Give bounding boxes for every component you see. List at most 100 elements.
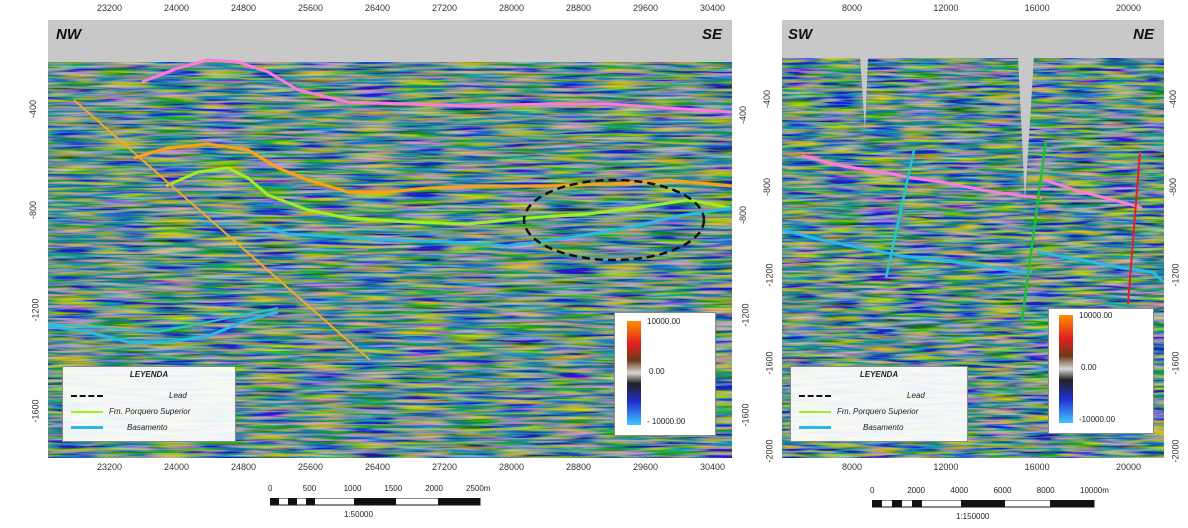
left-x-tick-bottom-3: 25600 <box>298 462 324 472</box>
right-legend-lead-label: Lead <box>907 391 925 400</box>
left-scale-label-2: 1000 <box>343 484 362 493</box>
right-scale-graphic <box>872 500 1095 508</box>
left-scale-label-3: 1500 <box>384 484 403 493</box>
left-interpretation-overlay <box>48 58 732 361</box>
lead-ellipse <box>522 178 706 262</box>
left-x-tick-bottom-4: 26400 <box>365 462 391 472</box>
left-scale-label-1: 500 <box>302 484 317 493</box>
left-x-tick-top-4: 26400 <box>365 3 391 13</box>
left-scale-bar: 0 500 1000 1500 2000 2500m 1:50000 <box>268 482 491 522</box>
left-x-tick-top-3: 25600 <box>298 3 324 13</box>
left-colorbar-mid: 0.00 <box>649 367 665 376</box>
right-scale-label-1: 2000 <box>907 486 925 495</box>
right-legend-porquero-swatch <box>799 410 831 413</box>
right-direction-ne: NE <box>1133 26 1154 43</box>
left-colorbar: 10000.00 0.00 - 10000.00 <box>614 312 716 436</box>
left-x-tick-top-9: 30400 <box>700 3 726 13</box>
left-y-tick-right-1: -800 <box>738 205 749 225</box>
right-y-tick-left-2: -1200 <box>764 263 775 287</box>
left-x-tick-top-8: 29600 <box>633 3 659 13</box>
left-x-tick-top-0: 23200 <box>97 3 123 13</box>
left-horizon-pink <box>141 58 732 114</box>
right-horizon-pink <box>801 154 1043 200</box>
left-x-tick-top-1: 24000 <box>164 3 190 13</box>
left-scale-ratio: 1:50000 <box>344 510 373 519</box>
right-y-tick-right-4: -2000 <box>1170 439 1181 463</box>
left-x-tick-top-2: 24800 <box>231 3 257 13</box>
right-x-tick-top-2: 16000 <box>1024 3 1050 13</box>
left-y-tick-left-3: -1600 <box>30 399 41 423</box>
left-y-tick-left-2: -1200 <box>30 298 41 322</box>
left-y-tick-left-1: -800 <box>28 200 39 219</box>
right-interpretation-overlay <box>782 139 1164 321</box>
right-x-tick-top-1: 12000 <box>933 3 959 13</box>
left-scale-label-4: 2000 <box>425 484 443 493</box>
left-y-tick-right-3: -1600 <box>740 403 751 427</box>
right-y-tick-right-0: -400 <box>1168 89 1179 109</box>
left-scale-label-5: 2500m <box>466 484 491 493</box>
right-scale-label-2: 4000 <box>950 486 969 495</box>
left-x-tick-bottom-6: 28000 <box>499 462 525 472</box>
right-scale-label-3: 6000 <box>993 486 1012 495</box>
left-fault-orange <box>73 99 371 361</box>
left-x-tick-top-5: 27200 <box>432 3 458 13</box>
left-colorbar-max: 10000.00 <box>647 317 681 326</box>
left-direction-nw: NW <box>56 26 81 43</box>
right-legend-basamento-swatch <box>799 426 831 429</box>
left-colorbar-min: - 10000.00 <box>647 417 686 426</box>
right-fault-red <box>1127 151 1141 305</box>
right-x-tick-bottom-0: 8000 <box>842 462 863 472</box>
left-horizon-orange <box>133 142 732 194</box>
right-y-tick-right-3: -1600 <box>1170 351 1181 375</box>
right-colorbar-mid: 0.00 <box>1081 363 1097 372</box>
right-header-band <box>782 20 1164 58</box>
left-y-tick-right-2: -1200 <box>740 303 751 327</box>
right-x-tick-bottom-1: 12000 <box>933 462 959 472</box>
left-x-tick-bottom-5: 27200 <box>432 462 458 472</box>
legend-porquero-label: Fm. Porquero Superior <box>109 407 191 416</box>
right-y-tick-left-1: -800 <box>762 177 773 197</box>
right-colorbar: 10000.00 0.00 -10000.00 <box>1048 308 1154 434</box>
right-y-tick-left-4: -2000 <box>764 439 775 463</box>
right-x-tick-bottom-2: 16000 <box>1024 462 1050 472</box>
right-legend: LEYENDA Lead Fm. Porquero Superior Basam… <box>790 366 968 442</box>
right-horizon-cyan-b <box>1036 250 1164 284</box>
left-x-tick-top-6: 28000 <box>499 3 525 13</box>
left-x-tick-bottom-9: 30400 <box>700 462 726 472</box>
left-header-band <box>48 20 732 62</box>
right-x-tick-bottom-3: 20000 <box>1116 462 1142 472</box>
left-x-tick-top-7: 28800 <box>566 3 592 13</box>
left-y-tick-right-0: -400 <box>738 105 749 125</box>
right-x-tick-top-0: 8000 <box>842 3 863 13</box>
left-legend: LEYENDA Lead Fm. Porquero Superior Basam… <box>62 366 236 442</box>
right-x-tick-top-3: 20000 <box>1116 3 1142 13</box>
left-x-tick-bottom-0: 23200 <box>97 462 123 472</box>
right-fault-green <box>1020 139 1048 321</box>
right-y-tick-right-2: -1200 <box>1170 263 1181 287</box>
left-y-tick-left-0: -400 <box>28 99 39 119</box>
left-scale-label-0: 0 <box>268 484 273 493</box>
left-x-tick-bottom-2: 24800 <box>231 462 257 472</box>
left-horizon-green-deep <box>48 307 279 334</box>
legend-lead-swatch <box>71 394 103 397</box>
right-legend-porquero-label: Fm. Porquero Superior <box>837 407 919 416</box>
right-direction-sw: SW <box>788 26 813 43</box>
right-scale-label-5: 10000m <box>1080 486 1109 495</box>
left-scale-graphic <box>270 498 481 506</box>
left-seismic-section: NW SE LEYENDA Lead Fm. Porquero Superior… <box>48 20 732 458</box>
right-legend-lead-swatch <box>799 394 831 397</box>
right-y-tick-right-1: -800 <box>1168 177 1179 197</box>
right-seismic-section: SW NE LEYENDA Lead Fm. Porquero Superior… <box>782 20 1164 458</box>
legend-porquero-swatch <box>71 410 103 413</box>
right-legend-title: LEYENDA <box>859 370 899 379</box>
legend-basamento-label: Basamento <box>127 423 168 432</box>
right-scale-bar: 0 2000 4000 6000 8000 10000m 1:150000 <box>870 484 1112 524</box>
legend-basamento-swatch <box>71 426 103 429</box>
right-scale-ratio: 1:150000 <box>956 512 990 521</box>
right-horizon-cyan <box>782 228 1032 274</box>
left-legend-title: LEYENDA <box>129 370 169 379</box>
left-x-tick-bottom-1: 24000 <box>164 462 190 472</box>
right-legend-basamento-label: Basamento <box>863 423 904 432</box>
right-scale-label-4: 8000 <box>1036 486 1055 495</box>
left-x-tick-bottom-7: 28800 <box>566 462 592 472</box>
